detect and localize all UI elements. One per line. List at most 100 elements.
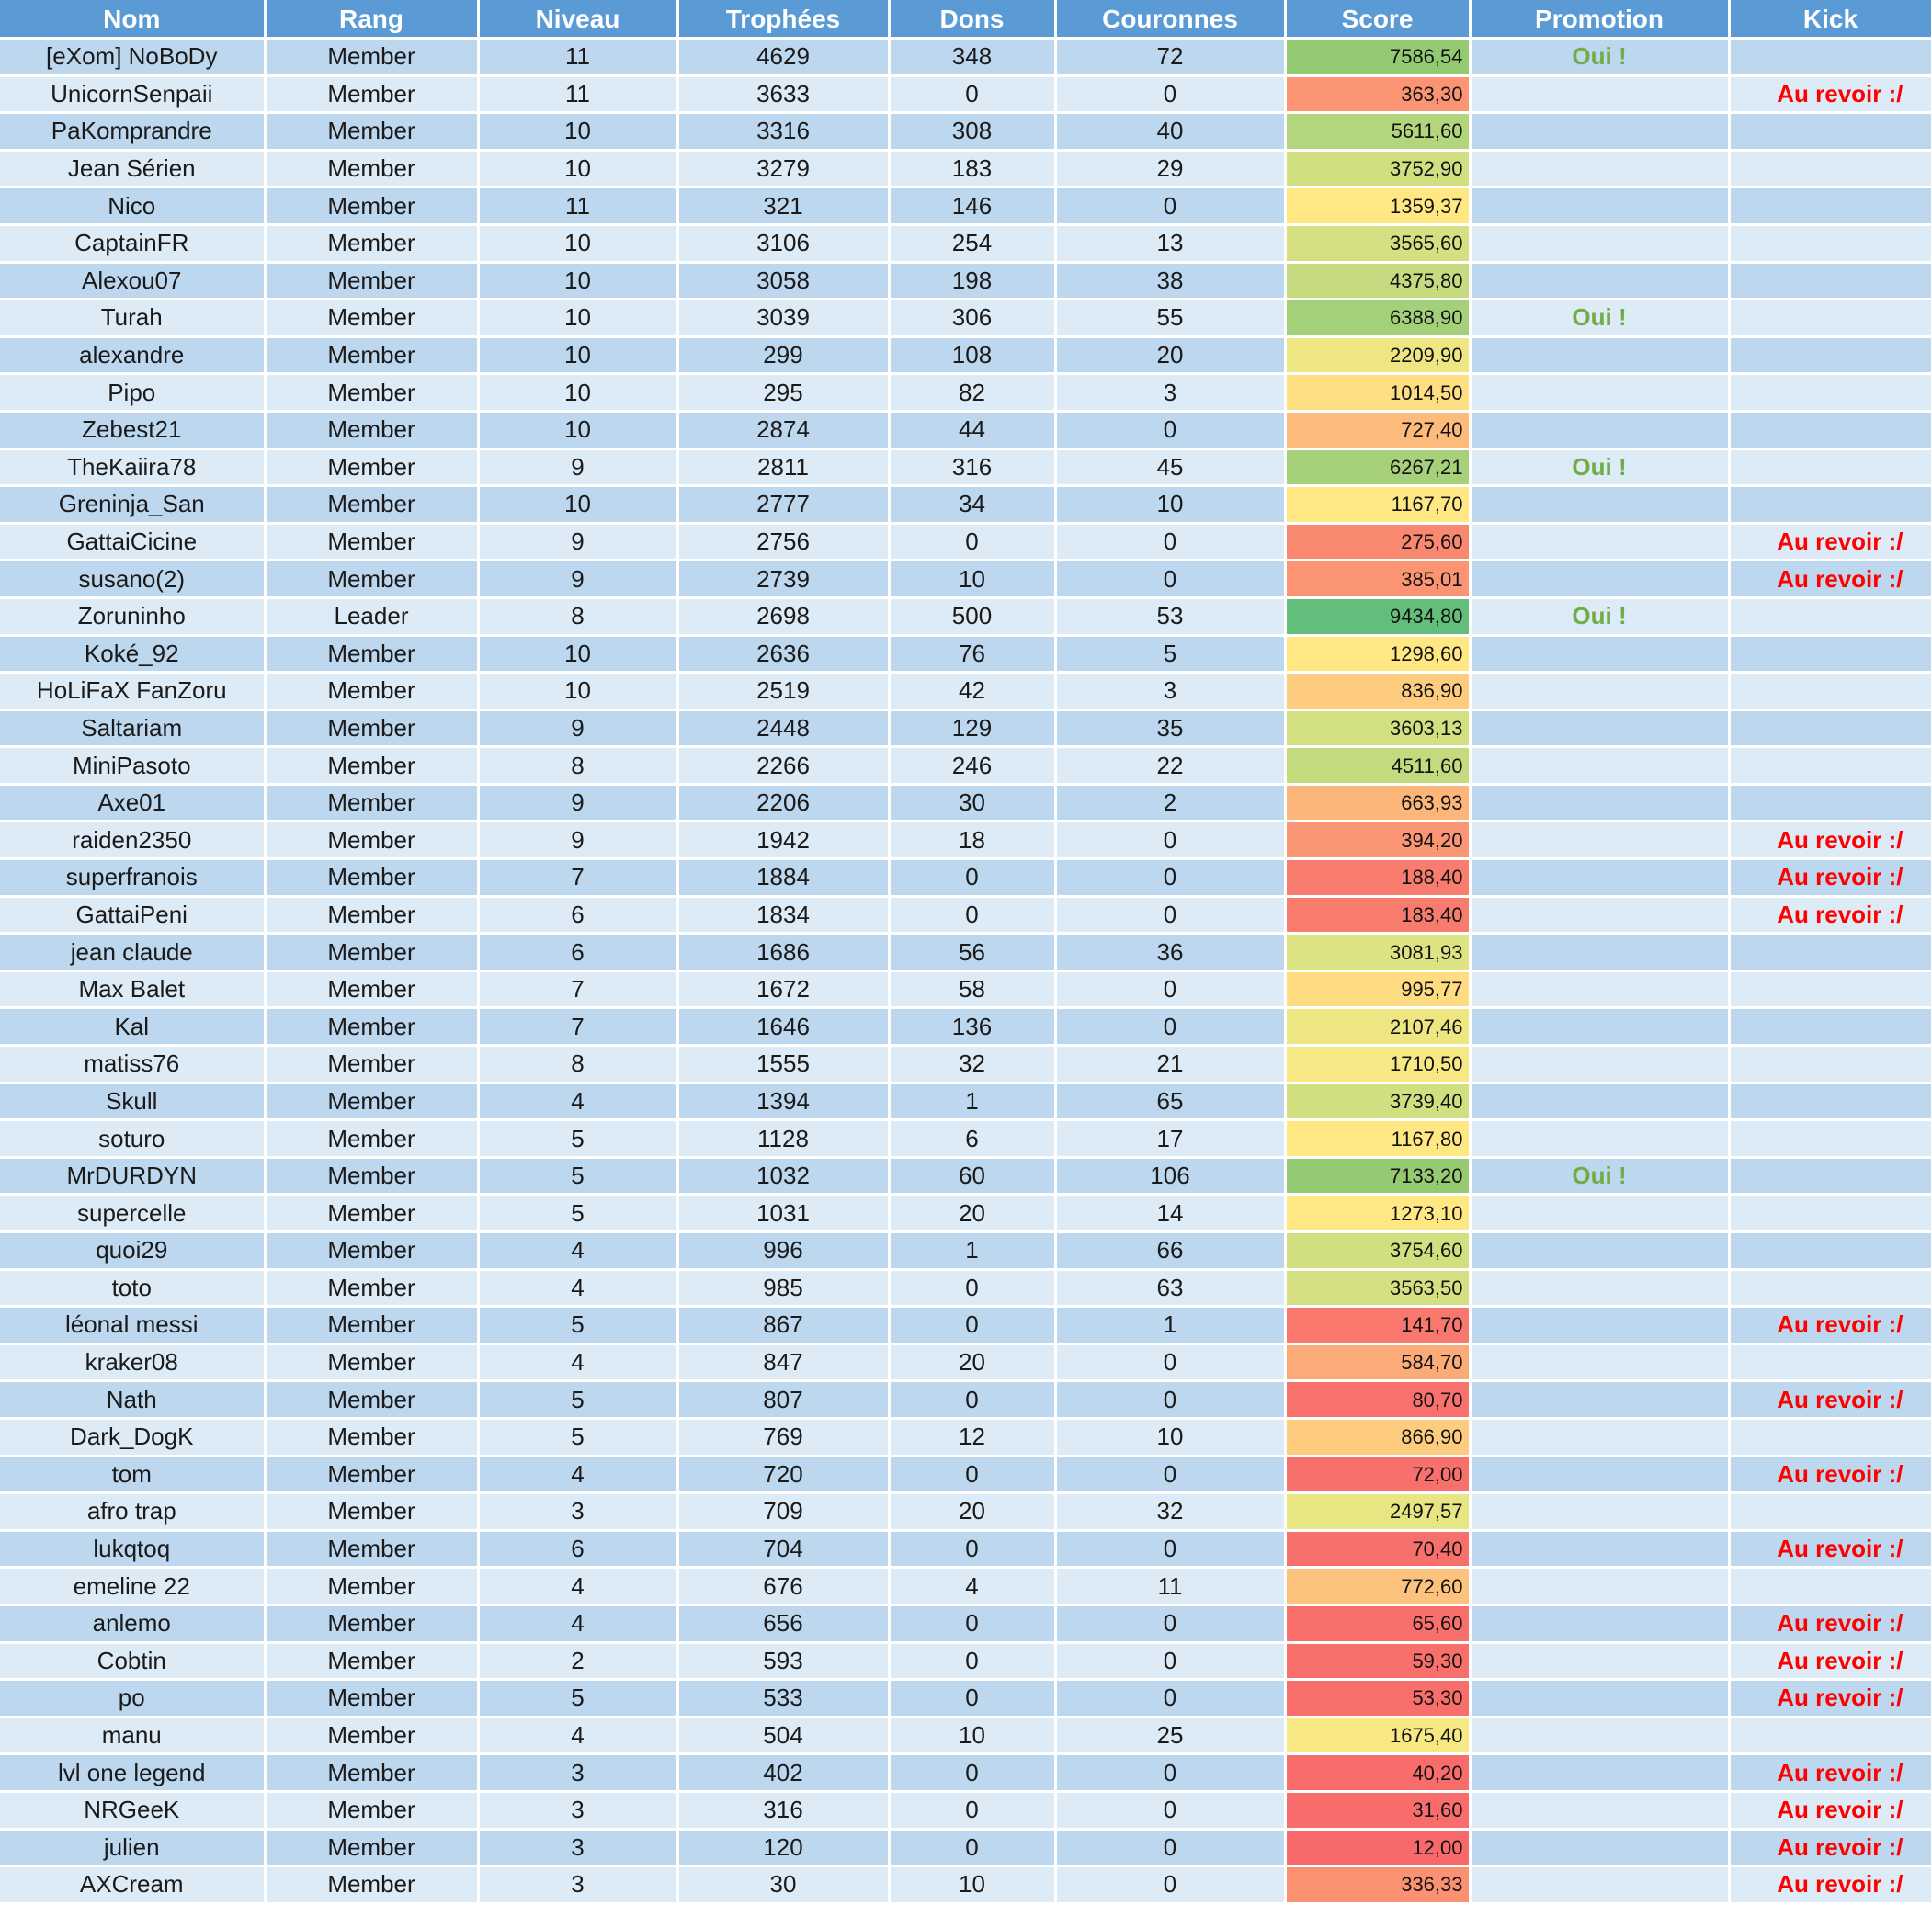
cell-kick[interactable] — [1729, 1119, 1932, 1159]
column-header-score[interactable]: Score — [1285, 0, 1472, 40]
column-header-couronnes[interactable]: Couronnes — [1055, 0, 1287, 40]
cell-score[interactable]: 3081,93 — [1285, 933, 1472, 972]
cell-rang[interactable]: Member — [265, 821, 480, 861]
cell-score[interactable]: 7133,20 — [1285, 1157, 1472, 1196]
cell-promotion[interactable] — [1470, 1083, 1731, 1122]
cell-niveau[interactable]: 10 — [478, 635, 679, 675]
cell-nom[interactable]: [eXom] NoBoDy — [0, 38, 267, 77]
cell-couronnes[interactable]: 45 — [1055, 448, 1287, 488]
cell-dons[interactable]: 0 — [889, 523, 1057, 562]
cell-promotion[interactable] — [1470, 933, 1731, 972]
cell-promotion[interactable]: Oui ! — [1470, 1157, 1731, 1196]
cell-nom[interactable]: Kal — [0, 1007, 267, 1048]
cell-promotion[interactable] — [1470, 821, 1731, 861]
cell-rang[interactable]: Member — [265, 970, 480, 1010]
cell-couronnes[interactable]: 3 — [1055, 373, 1287, 413]
cell-couronnes[interactable]: 25 — [1055, 1717, 1287, 1756]
cell-rang[interactable]: Member — [265, 1865, 480, 1905]
cell-niveau[interactable]: 9 — [478, 784, 679, 823]
cell-couronnes[interactable]: 5 — [1055, 635, 1287, 675]
cell-rang[interactable]: Member — [265, 224, 480, 264]
cell-rang[interactable]: Member — [265, 896, 480, 935]
cell-couronnes[interactable]: 0 — [1055, 1753, 1287, 1793]
cell-niveau[interactable]: 4 — [478, 1083, 679, 1122]
cell-dons[interactable]: 0 — [889, 1679, 1057, 1718]
cell-niveau[interactable]: 10 — [478, 485, 679, 525]
cell-promotion[interactable] — [1470, 1456, 1731, 1495]
cell-couronnes[interactable]: 38 — [1055, 262, 1287, 301]
cell-kick[interactable] — [1729, 1567, 1932, 1606]
cell-rang[interactable]: Member — [265, 1306, 480, 1345]
cell-couronnes[interactable]: 65 — [1055, 1083, 1287, 1122]
cell-rang[interactable]: Member — [265, 1380, 480, 1420]
cell-dons[interactable]: 10 — [889, 1717, 1057, 1756]
cell-rang[interactable]: Member — [265, 187, 480, 226]
cell-promotion[interactable] — [1470, 1717, 1731, 1756]
cell-score[interactable]: 3563,50 — [1285, 1269, 1472, 1309]
column-header-nom[interactable]: Nom — [0, 0, 267, 40]
cell-niveau[interactable]: 6 — [478, 933, 679, 972]
cell-dons[interactable]: 348 — [889, 38, 1057, 77]
cell-score[interactable]: 3752,90 — [1285, 150, 1472, 189]
cell-dons[interactable]: 20 — [889, 1344, 1057, 1383]
cell-kick[interactable]: Au revoir :/ — [1729, 896, 1932, 935]
cell-nom[interactable]: NRGeeK — [0, 1791, 267, 1831]
cell-trophees[interactable]: 2698 — [677, 597, 891, 637]
cell-trophees[interactable]: 996 — [677, 1231, 891, 1271]
cell-rang[interactable]: Member — [265, 38, 480, 77]
cell-rang[interactable]: Member — [265, 1269, 480, 1309]
cell-dons[interactable]: 44 — [889, 411, 1057, 450]
cell-dons[interactable]: 82 — [889, 373, 1057, 413]
cell-kick[interactable]: Au revoir :/ — [1729, 75, 1932, 115]
cell-nom[interactable]: léonal messi — [0, 1306, 267, 1345]
cell-couronnes[interactable]: 72 — [1055, 38, 1287, 77]
cell-couronnes[interactable]: 0 — [1055, 821, 1287, 861]
cell-trophees[interactable]: 3316 — [677, 112, 891, 152]
cell-nom[interactable]: jean claude — [0, 933, 267, 972]
cell-score[interactable]: 1359,37 — [1285, 187, 1472, 226]
cell-niveau[interactable]: 10 — [478, 150, 679, 189]
cell-rang[interactable]: Member — [265, 1530, 480, 1570]
cell-promotion[interactable] — [1470, 784, 1731, 823]
cell-trophees[interactable]: 2519 — [677, 672, 891, 711]
cell-couronnes[interactable]: 10 — [1055, 1418, 1287, 1457]
cell-score[interactable]: 584,70 — [1285, 1344, 1472, 1383]
cell-rang[interactable]: Member — [265, 523, 480, 562]
cell-nom[interactable]: supercelle — [0, 1194, 267, 1233]
cell-niveau[interactable]: 4 — [478, 1605, 679, 1644]
cell-kick[interactable]: Au revoir :/ — [1729, 1605, 1932, 1644]
cell-rang[interactable]: Member — [265, 485, 480, 525]
cell-promotion[interactable]: Oui ! — [1470, 299, 1731, 338]
cell-couronnes[interactable]: 0 — [1055, 1865, 1287, 1905]
cell-nom[interactable]: toto — [0, 1269, 267, 1309]
cell-trophees[interactable]: 3058 — [677, 262, 891, 301]
cell-promotion[interactable] — [1470, 523, 1731, 562]
cell-promotion[interactable] — [1470, 560, 1731, 599]
cell-niveau[interactable]: 7 — [478, 858, 679, 898]
cell-kick[interactable]: Au revoir :/ — [1729, 821, 1932, 861]
cell-promotion[interactable] — [1470, 709, 1731, 749]
cell-promotion[interactable] — [1470, 1306, 1731, 1345]
cell-rang[interactable]: Member — [265, 1642, 480, 1682]
cell-couronnes[interactable]: 0 — [1055, 523, 1287, 562]
cell-rang[interactable]: Member — [265, 1007, 480, 1048]
cell-nom[interactable]: Skull — [0, 1083, 267, 1122]
cell-score[interactable]: 394,20 — [1285, 821, 1472, 861]
cell-dons[interactable]: 0 — [889, 1753, 1057, 1793]
cell-niveau[interactable]: 9 — [478, 560, 679, 599]
cell-niveau[interactable]: 9 — [478, 448, 679, 488]
cell-dons[interactable]: 6 — [889, 1119, 1057, 1159]
cell-dons[interactable]: 308 — [889, 112, 1057, 152]
cell-promotion[interactable] — [1470, 262, 1731, 301]
cell-score[interactable]: 866,90 — [1285, 1418, 1472, 1457]
cell-nom[interactable]: Alexou07 — [0, 262, 267, 301]
cell-promotion[interactable] — [1470, 1269, 1731, 1309]
cell-trophees[interactable]: 2777 — [677, 485, 891, 525]
cell-promotion[interactable] — [1470, 112, 1731, 152]
cell-trophees[interactable]: 769 — [677, 1418, 891, 1457]
cell-nom[interactable]: Axe01 — [0, 784, 267, 823]
cell-dons[interactable]: 10 — [889, 1865, 1057, 1905]
cell-kick[interactable] — [1729, 150, 1932, 189]
cell-score[interactable]: 7586,54 — [1285, 38, 1472, 77]
cell-couronnes[interactable]: 20 — [1055, 336, 1287, 376]
